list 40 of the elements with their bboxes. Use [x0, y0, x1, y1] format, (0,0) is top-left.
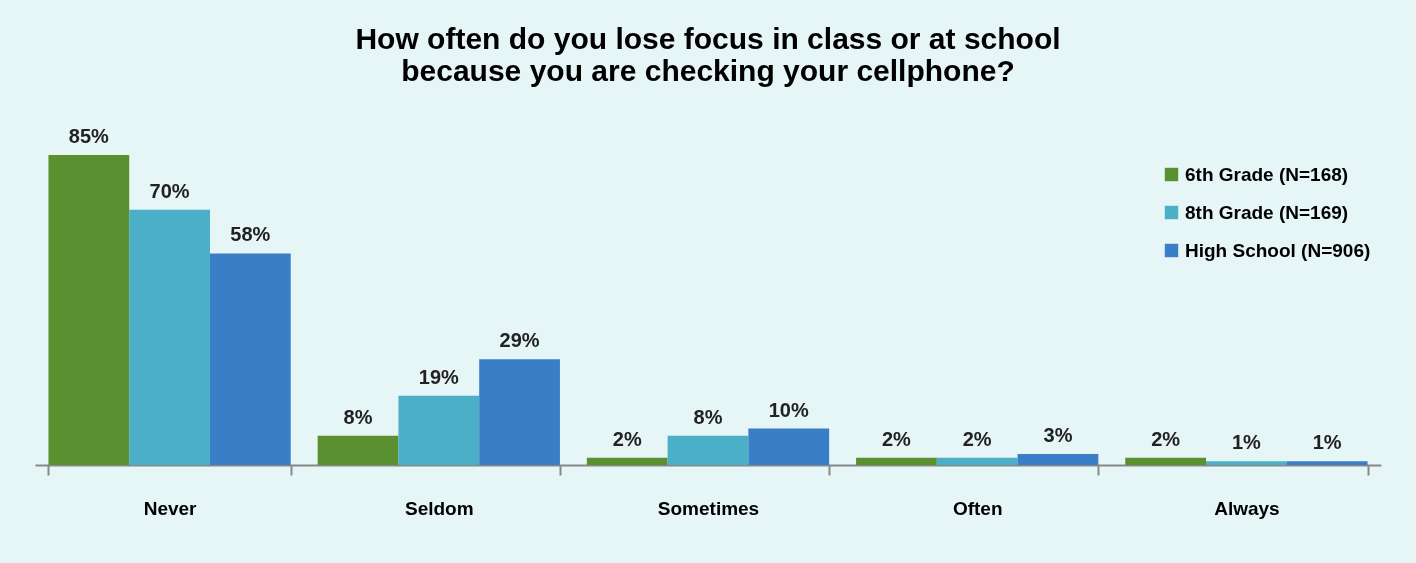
bar	[586, 457, 668, 465]
data-label: 8%	[693, 405, 723, 428]
legend-label: 6th Grade (N=168)	[1185, 163, 1349, 185]
bar	[1206, 461, 1287, 465]
bar	[48, 155, 130, 465]
x-tick-label: Never	[143, 497, 198, 519]
bar	[479, 359, 560, 465]
legend-label: 8th Grade (N=169)	[1185, 201, 1349, 223]
data-label: 29%	[499, 329, 540, 352]
x-tick-label: Often	[952, 497, 1003, 519]
bar	[856, 457, 937, 465]
text: because you are checking your cellphone?	[401, 54, 1015, 87]
bar	[209, 253, 291, 465]
data-label: 3%	[1043, 424, 1073, 447]
bar	[1125, 457, 1207, 465]
bar	[1286, 461, 1368, 465]
data-label: 8%	[343, 405, 373, 428]
data-label: 70%	[149, 179, 190, 202]
bar	[398, 395, 480, 465]
legend-label: High School (N=906)	[1185, 239, 1371, 261]
bar	[129, 209, 210, 465]
data-label: 85%	[68, 125, 110, 147]
bar	[1017, 454, 1099, 465]
data-label: 2%	[962, 427, 992, 450]
data-label: 2%	[1151, 427, 1181, 450]
bar	[667, 435, 749, 465]
data-label: 19%	[418, 365, 460, 388]
bar	[748, 428, 830, 465]
bar	[317, 435, 399, 465]
data-label: 10%	[768, 398, 809, 421]
x-tick-label: Seldom	[404, 497, 474, 519]
bar	[936, 457, 1018, 465]
x-tick-label: Always	[1214, 497, 1280, 519]
text: How often do you lose focus in class or at school	[355, 22, 1061, 55]
data-label: 2%	[612, 427, 642, 450]
data-label: 58%	[230, 223, 271, 246]
x-tick-label: Sometimes	[657, 497, 760, 519]
data-label: 2%	[881, 427, 912, 450]
data-label: 1%	[1231, 431, 1262, 454]
data-label: 1%	[1312, 431, 1342, 454]
